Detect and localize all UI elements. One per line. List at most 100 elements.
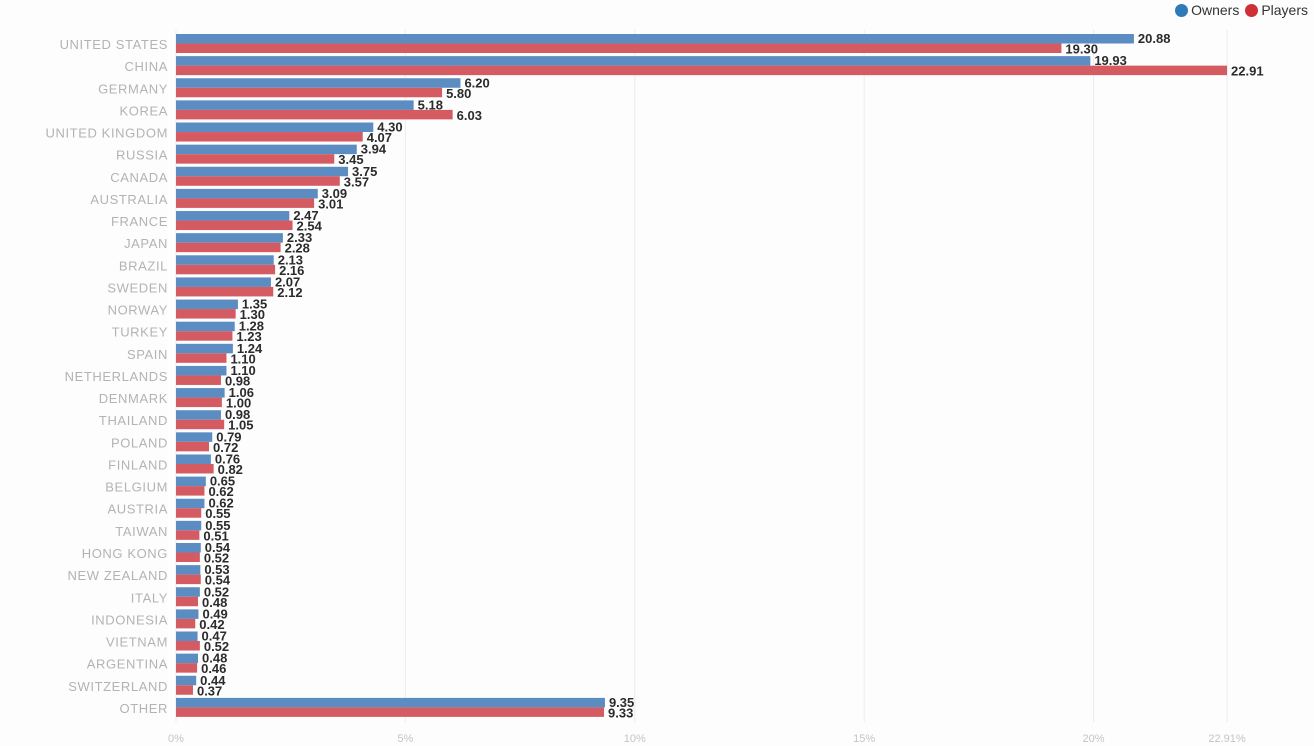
owners-bar[interactable] bbox=[176, 454, 211, 464]
players-bar[interactable] bbox=[176, 43, 1062, 54]
players-bar[interactable] bbox=[176, 508, 202, 518]
owners-bar[interactable] bbox=[176, 609, 199, 619]
players-dot-icon bbox=[1245, 3, 1259, 17]
category-label: UNITED KINGDOM bbox=[45, 126, 168, 141]
owners-value-label: 0.65 bbox=[210, 474, 235, 489]
category-label: RUSSIA bbox=[116, 148, 168, 163]
owners-bar[interactable] bbox=[176, 675, 197, 686]
players-bar[interactable] bbox=[176, 596, 199, 607]
players-bar[interactable] bbox=[176, 486, 205, 496]
owners-bar[interactable] bbox=[176, 100, 414, 110]
players-bar[interactable] bbox=[176, 663, 198, 673]
players-bar[interactable] bbox=[176, 198, 315, 208]
owners-bar[interactable] bbox=[176, 410, 221, 420]
players-value-label: 6.03 bbox=[457, 108, 482, 123]
players-bar[interactable] bbox=[176, 176, 340, 186]
players-bar[interactable] bbox=[176, 154, 335, 164]
owners-value-label: 0.62 bbox=[208, 496, 233, 511]
players-value-label: 0.54 bbox=[205, 573, 231, 588]
owners-bar[interactable] bbox=[176, 343, 233, 354]
players-bar[interactable] bbox=[176, 463, 214, 474]
players-bar[interactable] bbox=[176, 707, 605, 717]
x-tick-label: 20% bbox=[1083, 733, 1105, 745]
owners-bar[interactable] bbox=[176, 697, 605, 708]
players-bar[interactable] bbox=[176, 441, 210, 452]
owners-value-label: 0.79 bbox=[216, 429, 241, 444]
players-value-label: 3.01 bbox=[318, 196, 343, 211]
owners-value-label: 0.55 bbox=[205, 518, 230, 533]
players-bar[interactable] bbox=[176, 331, 233, 341]
category-label: THAILAND bbox=[99, 413, 168, 428]
players-value-label: 4.07 bbox=[367, 130, 392, 145]
owners-value-label: 20.88 bbox=[1138, 31, 1171, 46]
category-label: SPAIN bbox=[127, 347, 168, 362]
players-bar[interactable] bbox=[176, 242, 281, 253]
legend-owners-label: Owners bbox=[1191, 2, 1240, 18]
owners-bar[interactable] bbox=[176, 498, 205, 509]
players-bar[interactable] bbox=[176, 132, 363, 142]
legend-item-owners[interactable]: Owners bbox=[1175, 2, 1239, 18]
owners-bar[interactable] bbox=[176, 653, 199, 664]
owners-bar[interactable] bbox=[176, 144, 357, 155]
owners-bar[interactable] bbox=[176, 299, 238, 310]
owners-bar[interactable] bbox=[176, 587, 200, 597]
owners-bar[interactable] bbox=[176, 277, 271, 287]
owners-value-label: 0.76 bbox=[215, 451, 240, 466]
players-bar[interactable] bbox=[176, 353, 227, 363]
players-bar[interactable] bbox=[176, 286, 274, 297]
owners-bar[interactable] bbox=[176, 255, 274, 265]
players-bar[interactable] bbox=[176, 552, 200, 562]
players-value-label: 0.42 bbox=[199, 617, 224, 632]
players-bar[interactable] bbox=[176, 309, 236, 319]
owners-bar[interactable] bbox=[176, 520, 202, 531]
owners-bar[interactable] bbox=[176, 166, 349, 177]
players-bar[interactable] bbox=[176, 618, 196, 629]
bars-layer bbox=[176, 34, 1228, 717]
owners-value-label: 1.28 bbox=[239, 319, 264, 334]
players-bar[interactable] bbox=[176, 220, 293, 231]
owners-value-label: 1.35 bbox=[242, 297, 267, 312]
players-bar[interactable] bbox=[176, 641, 200, 651]
players-bar[interactable] bbox=[176, 109, 453, 120]
players-bar[interactable] bbox=[176, 419, 225, 430]
players-bar[interactable] bbox=[176, 685, 193, 695]
category-label: AUSTRALIA bbox=[90, 192, 168, 207]
x-tick-label: 10% bbox=[624, 733, 646, 745]
category-label: VIETNAM bbox=[106, 635, 168, 650]
players-bar[interactable] bbox=[176, 264, 276, 275]
players-bar[interactable] bbox=[176, 574, 201, 585]
players-value-label: 1.23 bbox=[236, 329, 261, 344]
owners-bar[interactable] bbox=[176, 188, 318, 199]
owners-bar[interactable] bbox=[176, 122, 374, 133]
owners-bar[interactable] bbox=[176, 321, 235, 332]
owners-bar[interactable] bbox=[176, 388, 225, 398]
owners-bar[interactable] bbox=[176, 476, 206, 487]
owners-bar[interactable] bbox=[176, 365, 227, 376]
grid-layer bbox=[175, 30, 1228, 722]
players-bar[interactable] bbox=[176, 87, 443, 98]
owners-bar[interactable] bbox=[176, 542, 201, 553]
owners-bar[interactable] bbox=[176, 34, 1134, 44]
players-value-label: 1.10 bbox=[230, 351, 255, 366]
owners-bar[interactable] bbox=[176, 565, 201, 575]
category-label: OTHER bbox=[120, 701, 169, 716]
players-bar[interactable] bbox=[176, 530, 200, 540]
players-bar[interactable] bbox=[176, 375, 221, 385]
players-value-label: 0.98 bbox=[225, 373, 250, 388]
players-value-label: 2.16 bbox=[279, 263, 304, 278]
legend-players-label: Players bbox=[1261, 2, 1308, 18]
owners-bar[interactable] bbox=[176, 56, 1091, 66]
owners-bar[interactable] bbox=[176, 432, 213, 442]
owners-bar[interactable] bbox=[176, 78, 461, 88]
players-value-label: 22.91 bbox=[1231, 64, 1264, 79]
ticks-layer: 0% 5% 10% 15% 20% 22.91% bbox=[168, 733, 1246, 745]
owners-bar[interactable] bbox=[176, 631, 198, 642]
owners-bar[interactable] bbox=[176, 211, 290, 221]
owners-value-label: 0.54 bbox=[205, 540, 231, 555]
owners-bar[interactable] bbox=[176, 233, 283, 243]
legend-item-players[interactable]: Players bbox=[1245, 2, 1308, 18]
players-bar[interactable] bbox=[176, 65, 1228, 76]
players-bar[interactable] bbox=[176, 397, 222, 408]
